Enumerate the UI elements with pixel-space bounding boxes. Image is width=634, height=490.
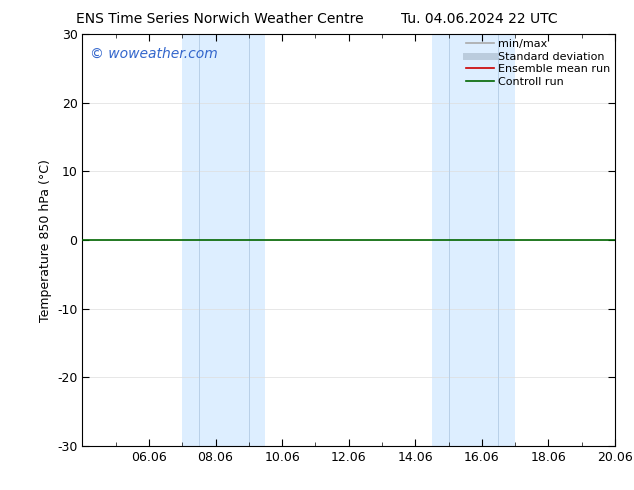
Legend: min/max, Standard deviation, Ensemble mean run, Controll run: min/max, Standard deviation, Ensemble me… [464,37,612,89]
Bar [432,34,515,446]
Y-axis label: Temperature 850 hPa (°C): Temperature 850 hPa (°C) [39,159,51,321]
Text: © woweather.com: © woweather.com [91,47,218,61]
Text: ENS Time Series Norwich Weather Centre: ENS Time Series Norwich Weather Centre [76,12,364,26]
Bar [183,34,266,446]
Text: Tu. 04.06.2024 22 UTC: Tu. 04.06.2024 22 UTC [401,12,558,26]
